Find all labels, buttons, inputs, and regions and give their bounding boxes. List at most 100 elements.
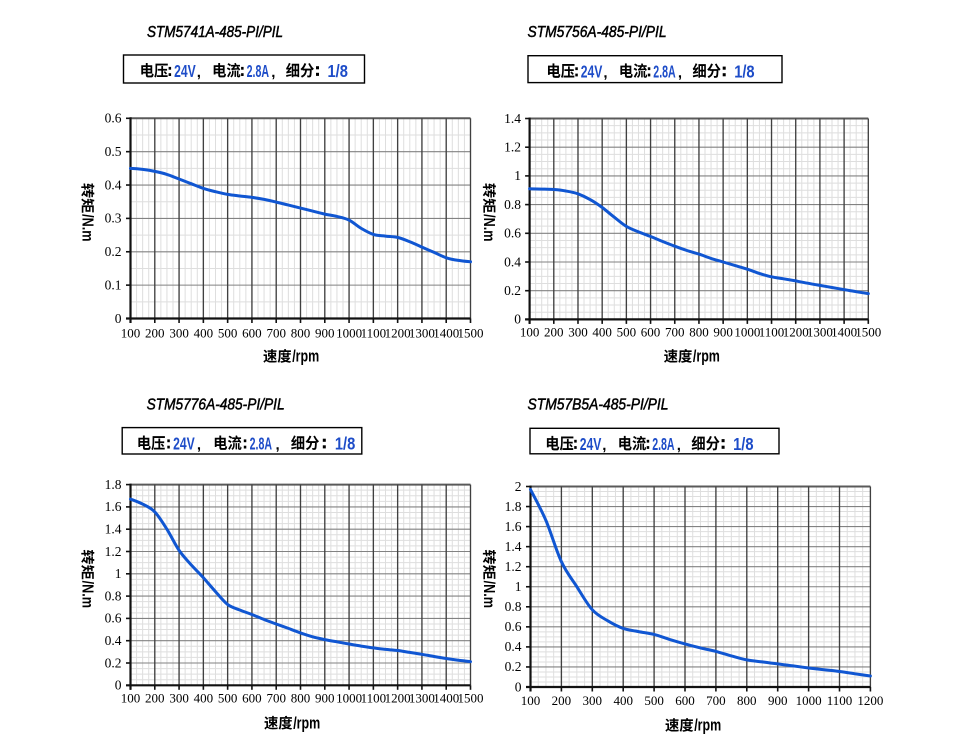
- svg-text:,: ,: [271, 64, 275, 81]
- svg-text:/N.m: /N.m: [79, 581, 96, 609]
- svg-text:1.4: 1.4: [105, 522, 122, 537]
- svg-text:/N.m: /N.m: [480, 581, 497, 609]
- svg-text:1200: 1200: [385, 325, 411, 340]
- svg-text:1/8: 1/8: [335, 434, 356, 454]
- svg-text:/rpm: /rpm: [693, 347, 720, 366]
- svg-text:0.8: 0.8: [505, 599, 522, 614]
- svg-text:900: 900: [713, 325, 733, 340]
- svg-text:/rpm: /rpm: [292, 347, 319, 366]
- svg-text:1400: 1400: [433, 691, 459, 706]
- svg-text:800: 800: [291, 325, 311, 340]
- svg-text:24V: 24V: [581, 62, 603, 82]
- svg-text:24V: 24V: [174, 61, 196, 81]
- svg-text:1.6: 1.6: [105, 499, 122, 514]
- svg-text:1/8: 1/8: [734, 62, 755, 82]
- svg-text:/rpm: /rpm: [694, 716, 721, 735]
- svg-text:1: 1: [514, 168, 521, 183]
- svg-text:900: 900: [315, 691, 335, 706]
- svg-text:1.2: 1.2: [504, 140, 521, 155]
- svg-text:1100: 1100: [361, 325, 387, 340]
- svg-text:1500: 1500: [855, 325, 881, 340]
- svg-text:200: 200: [145, 325, 165, 340]
- svg-text:STM5776A-485-PI/PIL: STM5776A-485-PI/PIL: [147, 396, 285, 413]
- svg-text:2.8A: 2.8A: [250, 434, 273, 454]
- svg-text:100: 100: [520, 325, 540, 340]
- svg-text:/rpm: /rpm: [293, 713, 320, 732]
- svg-text:2.8A: 2.8A: [653, 62, 676, 82]
- svg-text:300: 300: [169, 325, 189, 340]
- svg-text:1300: 1300: [807, 325, 833, 340]
- svg-text:100: 100: [521, 693, 541, 708]
- svg-text:0: 0: [115, 311, 122, 326]
- svg-text:0.5: 0.5: [105, 144, 122, 159]
- svg-text:0.4: 0.4: [105, 633, 122, 648]
- svg-text:1000: 1000: [336, 691, 362, 706]
- svg-text:1000: 1000: [796, 693, 822, 708]
- svg-text:1.4: 1.4: [505, 539, 522, 554]
- svg-text:STM57B5A-485-PI/PIL: STM57B5A-485-PI/PIL: [528, 396, 669, 413]
- svg-text:1.8: 1.8: [105, 477, 122, 492]
- svg-text:100: 100: [121, 691, 141, 706]
- svg-text:1/8: 1/8: [328, 61, 349, 81]
- svg-text:500: 500: [644, 693, 664, 708]
- svg-text:0.1: 0.1: [105, 277, 122, 292]
- svg-text:400: 400: [194, 325, 214, 340]
- svg-text:0.6: 0.6: [105, 111, 122, 126]
- svg-text:,: ,: [602, 437, 606, 454]
- svg-text:1500: 1500: [458, 325, 484, 340]
- svg-text:600: 600: [641, 325, 661, 340]
- svg-text:1.6: 1.6: [505, 519, 522, 534]
- svg-text:STM5741A-485-PI/PIL: STM5741A-485-PI/PIL: [147, 24, 283, 41]
- svg-text:,: ,: [603, 65, 607, 82]
- svg-text:,: ,: [276, 437, 280, 454]
- svg-text:/N.m: /N.m: [79, 214, 96, 242]
- svg-text:1100: 1100: [827, 693, 853, 708]
- svg-text:1300: 1300: [409, 325, 435, 340]
- svg-text:24V: 24V: [580, 434, 602, 454]
- svg-text:200: 200: [552, 693, 572, 708]
- svg-text:1400: 1400: [433, 325, 459, 340]
- svg-text:400: 400: [194, 691, 214, 706]
- svg-text:/N.m: /N.m: [480, 214, 497, 242]
- svg-text:300: 300: [583, 693, 603, 708]
- svg-text:1200: 1200: [385, 691, 411, 706]
- svg-text:1.8: 1.8: [505, 499, 522, 514]
- svg-text:600: 600: [675, 693, 695, 708]
- svg-text:1: 1: [115, 566, 122, 581]
- svg-text:1200: 1200: [783, 325, 809, 340]
- svg-text:900: 900: [315, 325, 335, 340]
- svg-text:600: 600: [242, 691, 262, 706]
- svg-text:1000: 1000: [336, 325, 362, 340]
- svg-text:,: ,: [678, 65, 682, 82]
- svg-text:STM5756A-485-PI/PIL: STM5756A-485-PI/PIL: [528, 24, 667, 41]
- svg-text:800: 800: [291, 691, 311, 706]
- svg-text:0.8: 0.8: [105, 588, 122, 603]
- svg-text:0.4: 0.4: [105, 177, 122, 192]
- svg-text:300: 300: [169, 691, 189, 706]
- svg-text:,: ,: [197, 64, 201, 81]
- svg-text:1400: 1400: [831, 325, 857, 340]
- svg-text:700: 700: [706, 693, 726, 708]
- svg-text:900: 900: [768, 693, 788, 708]
- svg-text:2.8A: 2.8A: [247, 61, 270, 81]
- svg-text:0.6: 0.6: [505, 619, 522, 634]
- svg-text:0.2: 0.2: [105, 244, 122, 259]
- svg-text:400: 400: [613, 693, 633, 708]
- svg-text:1/8: 1/8: [733, 434, 754, 454]
- svg-text:800: 800: [689, 325, 709, 340]
- svg-text:1200: 1200: [857, 693, 883, 708]
- svg-text:0.8: 0.8: [504, 197, 521, 212]
- svg-text:1000: 1000: [734, 325, 760, 340]
- svg-text:0.6: 0.6: [105, 611, 122, 626]
- svg-text:2.8A: 2.8A: [652, 434, 675, 454]
- svg-text:0.3: 0.3: [105, 211, 122, 226]
- svg-text:500: 500: [218, 325, 238, 340]
- svg-text:1: 1: [515, 579, 522, 594]
- svg-text:200: 200: [544, 325, 564, 340]
- svg-text:1.2: 1.2: [505, 559, 522, 574]
- svg-text:0.6: 0.6: [504, 226, 521, 241]
- svg-text:1500: 1500: [458, 691, 484, 706]
- svg-text:500: 500: [617, 325, 637, 340]
- svg-text:1100: 1100: [759, 325, 785, 340]
- svg-text:0: 0: [515, 679, 522, 694]
